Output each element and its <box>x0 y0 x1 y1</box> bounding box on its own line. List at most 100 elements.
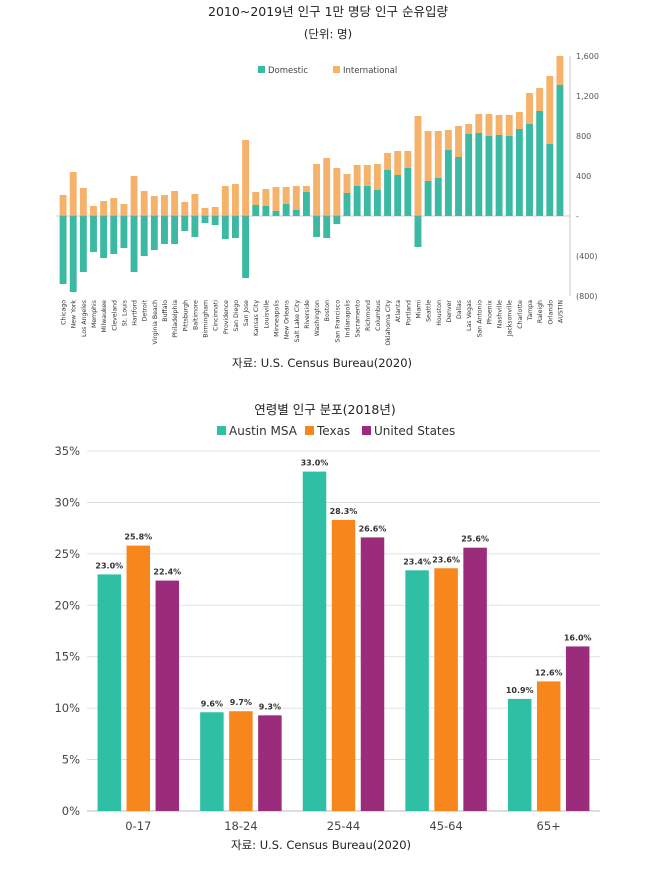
chart2-data-label: 23.0% <box>95 561 123 570</box>
chart1-bar-domestic <box>90 216 97 252</box>
chart1-bar-domestic <box>455 157 462 216</box>
chart2-bar <box>258 715 282 811</box>
chart1-bar-domestic <box>384 170 391 216</box>
chart2-legend-swatch <box>362 426 371 435</box>
chart1-bar-domestic <box>313 216 321 237</box>
chart1-bar-domestic <box>140 216 148 256</box>
chart1-bar-international <box>414 116 422 216</box>
chart2-bar <box>405 570 429 811</box>
chart1-bar-domestic <box>242 216 250 278</box>
chart1-category-label: Salt Lake City <box>294 300 301 343</box>
chart2-category-label: 0-17 <box>125 819 151 833</box>
chart1-bar-domestic <box>272 211 280 216</box>
chart2-data-label: 16.0% <box>564 633 592 642</box>
chart1-bar-domestic <box>110 216 118 254</box>
chart1-category-label: Baltimore <box>192 300 199 330</box>
chart2-bar <box>155 580 180 811</box>
chart1-category-label: Columbus <box>375 300 382 331</box>
chart1-category-label: Pittsburgh <box>182 300 189 332</box>
chart1-bar-domestic <box>495 135 503 216</box>
chart1-bar-international <box>90 206 97 216</box>
chart2-data-label: 22.4% <box>153 568 181 577</box>
chart1-y-tick-label: (800) <box>576 292 598 301</box>
chart1-category-label: Birmingham <box>203 300 210 338</box>
chart1-bar-domestic <box>120 216 128 248</box>
chart1-category-label: Philadelphia <box>172 300 179 338</box>
chart2-plot: 0% 5% 10% 15% 20% 25% 30% 35% 23.0% 25.8% 22.4% 0-1… <box>54 424 600 833</box>
chart2-data-label: 9.7% <box>230 698 252 707</box>
chart1-bar-domestic <box>434 178 442 216</box>
chart1-bar-domestic <box>100 216 108 258</box>
chart1-category-label: Hartford <box>132 300 139 326</box>
chart1-bar-international <box>475 114 483 133</box>
chart1-category-label: Orlando <box>547 300 554 325</box>
chart2-category-label: 65+ <box>537 819 561 833</box>
chart2-bar <box>200 712 224 811</box>
chart1-bar-domestic <box>282 204 290 216</box>
chart2-data-label: 9.6% <box>201 699 223 708</box>
chart1-bar-domestic <box>505 136 513 216</box>
chart1-category-label: Denver <box>446 300 453 323</box>
chart1-bar-domestic <box>191 216 199 237</box>
chart2-category-label: 18-24 <box>224 819 257 833</box>
chart1-category-label: Seattle <box>426 300 433 322</box>
chart1-bar-international <box>201 208 209 216</box>
chart1-bar-domestic <box>394 175 402 216</box>
chart1-category-label: New York <box>71 300 78 329</box>
chart1-bar-international <box>434 131 442 178</box>
chart1-bar-international <box>211 207 219 216</box>
chart1-bar-international <box>323 158 331 216</box>
chart1-bar-international <box>272 187 280 211</box>
chart1-category-label: Charlotte <box>517 300 524 329</box>
chart1-bar-international <box>536 88 544 111</box>
chart1-bar-international <box>485 114 493 136</box>
chart1-bar-international <box>292 186 300 210</box>
chart1-bar-international <box>69 172 77 216</box>
chart1-category-label: Houston <box>436 300 443 326</box>
chart1-category-label: San Francisco <box>334 300 341 343</box>
chart2-bar <box>565 646 590 811</box>
chart1-bar-international <box>181 202 189 216</box>
chart1-bar-international <box>404 151 412 168</box>
chart2-data-label: 28.3% <box>330 507 358 516</box>
chart1-category-label: Phoenix <box>486 300 493 325</box>
chart1-bar-domestic <box>343 193 351 216</box>
chart2-category-label: 45-64 <box>429 819 462 833</box>
chart1-bar-international <box>161 195 168 216</box>
chart1-bar-international <box>424 131 432 181</box>
chart1-y-tick-label: 1,600 <box>576 52 599 61</box>
chart2-data-label: 25.6% <box>461 535 489 544</box>
chart1-bar-domestic <box>404 168 412 216</box>
chart1-category-label: Kansas City <box>253 300 260 336</box>
chart2-legend-label: United States <box>374 424 455 438</box>
chart1-bar-international <box>505 115 513 136</box>
chart1-bar-international <box>546 76 554 144</box>
chart1-source: 자료: U.S. Census Bureau(2020) <box>232 356 412 370</box>
chart1-bar-international <box>252 192 260 205</box>
chart1-category-label: Miami <box>415 300 422 319</box>
chart1-category-label: Washington <box>314 300 321 336</box>
chart2-legend-label: Texas <box>316 424 350 438</box>
chart1-category-label: Dallas <box>456 300 463 319</box>
chart1-bar-domestic <box>171 216 179 244</box>
chart2-bar <box>126 545 151 811</box>
chart1-bar-domestic <box>465 134 473 216</box>
chart1-bar-domestic <box>262 206 270 216</box>
chart1-category-label: Milwaukee <box>101 300 108 333</box>
chart2-bar <box>97 574 122 811</box>
chart1-category-label: St. Louis <box>121 300 128 326</box>
chart1-bar-domestic <box>444 150 452 216</box>
chart1-bar-international <box>302 186 310 192</box>
chart1-bar-international <box>444 130 452 150</box>
chart1-bar-international <box>373 164 381 190</box>
chart2-data-label: 23.6% <box>432 555 460 564</box>
chart2-source: 자료: U.S. Census Bureau(2020) <box>231 838 411 852</box>
chart1-bar-domestic <box>201 216 209 223</box>
chart1-bar-domestic <box>526 124 533 216</box>
chart1-bar-domestic <box>292 210 300 216</box>
chart2-data-label: 26.6% <box>359 524 387 533</box>
chart1-bar-domestic <box>252 205 260 216</box>
chart2-bar <box>302 471 327 811</box>
chart1-subtitle: (단위: 명) <box>304 27 352 41</box>
chart2-y-tick-label: 15% <box>54 650 80 664</box>
